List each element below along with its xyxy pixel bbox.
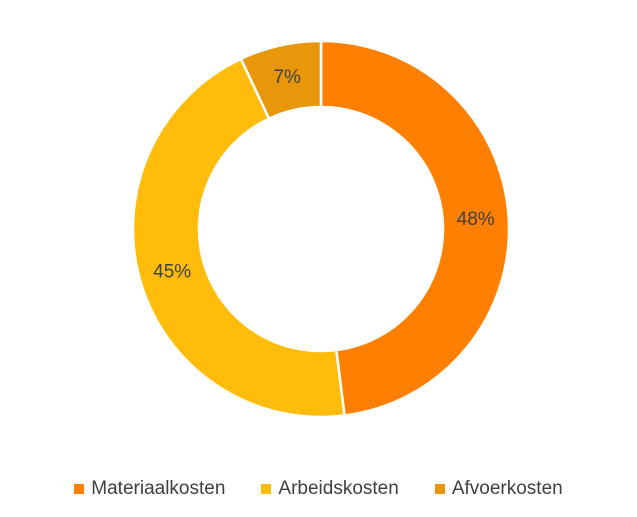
legend-label-materiaalkosten: Materiaalkosten: [91, 478, 226, 499]
donut-slices: [131, 39, 511, 419]
legend-item-materiaalkosten: Materiaalkosten: [74, 478, 225, 500]
data-label-arbeidskosten: 45%: [153, 262, 191, 283]
legend-swatch-materiaalkosten: [74, 484, 85, 494]
legend-label-arbeidskosten: Arbeidskosten: [278, 478, 399, 499]
legend-swatch-afvoerkosten: [434, 484, 445, 494]
donut-slice-afvoerkosten: [239, 39, 323, 121]
data-label-afvoerkosten: 7%: [273, 67, 301, 88]
chart-legend: Materiaalkosten Arbeidskosten Afvoerkost…: [0, 478, 637, 500]
donut-slice-materiaalkosten: [319, 39, 511, 417]
donut-data-labels: 48% 45% 7%: [153, 67, 495, 283]
legend-item-afvoerkosten: Afvoerkosten: [434, 478, 563, 500]
legend-swatch-arbeidskosten: [261, 484, 272, 494]
legend-item-arbeidskosten: Arbeidskosten: [261, 478, 399, 500]
donut-slice-arbeidskosten: [131, 57, 346, 419]
data-label-materiaalkosten: 48%: [457, 209, 495, 230]
legend-label-afvoerkosten: Afvoerkosten: [451, 478, 563, 499]
